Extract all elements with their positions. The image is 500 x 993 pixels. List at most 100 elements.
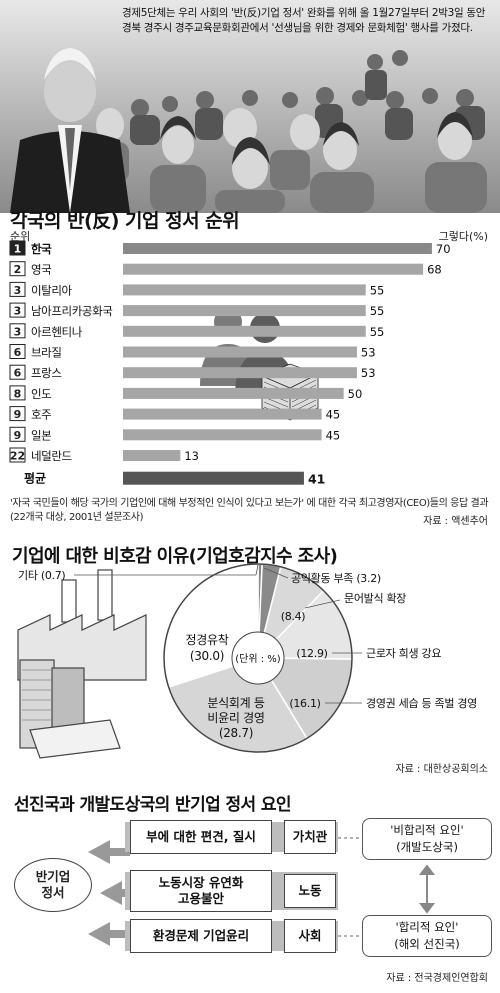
- rank-badge: [9, 261, 26, 277]
- pie-value-expansion: (8.4): [281, 610, 306, 623]
- category-box-2: 노동: [284, 874, 336, 908]
- pie-label-other: 기타 (0.7): [18, 569, 65, 582]
- bar-value-label: 13: [184, 449, 199, 463]
- average-value-label: 41: [308, 472, 325, 487]
- country-label: 한국: [31, 242, 52, 256]
- bar-value-label: 45: [326, 428, 341, 442]
- diagram-source: 자료 : 전국경제인연합회: [386, 973, 488, 984]
- country-label: 남아프리카공화국: [31, 304, 112, 318]
- country-label: 프랑스: [31, 366, 62, 380]
- category-box-3: 사회: [284, 919, 336, 953]
- rational-sub: (해외 선진국): [394, 937, 460, 951]
- factory-icon: [17, 569, 147, 759]
- bar: [123, 450, 181, 461]
- bar-chart: 1 한국 70 2 영국 68 3 이탈리아 55 3 남아프리카공화국 55 3 아르헨티나 55 6 브라질…: [9, 240, 451, 487]
- rational-title: '합리적 요인': [395, 920, 459, 934]
- average-label: 평균: [24, 472, 46, 486]
- rank-badge: [9, 364, 26, 380]
- pie-value-family: (16.1): [289, 697, 320, 710]
- rank-badge: [9, 240, 26, 256]
- rank-number: 6: [14, 346, 22, 359]
- pie-unit-label: (단위 : %): [235, 652, 281, 665]
- rank-badge: [9, 302, 26, 318]
- gray-arrows: [88, 840, 130, 946]
- rational-factor-box: '합리적 요인' (해외 선진국): [362, 915, 492, 957]
- bar: [123, 325, 366, 337]
- rank-number: 3: [14, 284, 22, 297]
- pie-label-labor: 근로자 희생 강요: [366, 647, 441, 660]
- bar: [123, 387, 344, 399]
- pie-label-family: 경영권 세습 등 족벌 경영: [366, 697, 477, 710]
- bar: [123, 263, 424, 275]
- center-line-2: 정서: [41, 885, 65, 900]
- pie-label-accounting-1: 분식회계 등: [207, 696, 264, 710]
- news-photo: 경제5단체는 우리 사회의 '반(反)기업 정서' 완화를 위해 올 1월27일…: [0, 0, 500, 213]
- bar: [123, 305, 366, 317]
- bar-chart-note: '자국 국민들이 해당 국가의 기업인에 대해 부정적인 인식이 있다고 보는가…: [10, 498, 489, 523]
- pie-label-accounting-2: 비윤리 경영: [207, 711, 264, 725]
- pie-chart-title: 기업에 대한 비호감 이유(기업호감지수 조사): [12, 546, 338, 567]
- center-node: 반기업 정서: [14, 858, 92, 912]
- bar-value-label: 53: [361, 366, 376, 380]
- bar-unit-label: 그렇다(%): [438, 230, 488, 243]
- dashed-connectors: [338, 837, 362, 937]
- double-arrow-icon: [419, 864, 435, 914]
- rank-number: 1: [14, 243, 22, 256]
- country-label: 네덜란드: [31, 449, 72, 463]
- bar: [123, 243, 432, 254]
- rank-badge: [9, 426, 26, 442]
- rank-number: 6: [14, 367, 22, 380]
- country-label: 아르헨티나: [31, 325, 83, 339]
- crowd-illustration: [0, 0, 500, 213]
- rank-badge: [9, 344, 26, 359]
- bar: [123, 284, 366, 296]
- rank-badge: [9, 447, 26, 463]
- factor-box-3: 환경문제 기업윤리: [130, 919, 272, 953]
- country-label: 영국: [31, 263, 51, 277]
- pie-chart-source: 자료 : 대한상공회의소: [395, 764, 488, 775]
- rank-badge: [9, 281, 26, 297]
- bar-value-label: 53: [361, 346, 376, 360]
- bar-chart-title: 각국의 반(反) 기업 정서 순위: [10, 210, 240, 232]
- rank-column-label: 순위: [10, 230, 31, 243]
- diagram-arrows: [88, 837, 435, 946]
- bar-value-label: 55: [370, 283, 385, 297]
- bar-value-label: 50: [348, 387, 363, 401]
- country-label: 호주: [31, 408, 51, 422]
- bar-value-label: 68: [427, 263, 442, 277]
- rank-number: 3: [14, 305, 22, 318]
- pie-value-labor: (12.9): [296, 647, 327, 660]
- rank-badge: [9, 406, 26, 422]
- irrational-factor-box: '비합리적 요인' (개발도상국): [362, 818, 492, 860]
- factor-box-1: 부에 대한 편견, 질시: [130, 820, 272, 854]
- bar: [123, 429, 322, 441]
- rank-badge: [9, 323, 26, 339]
- rank-badge: [9, 385, 26, 401]
- rank-number: 9: [14, 408, 22, 421]
- rank-number: 22: [10, 450, 25, 463]
- average-bar: [123, 471, 304, 485]
- pie-label-public: 공익활동 부족 (3.2): [291, 571, 381, 585]
- country-label: 브라질: [31, 346, 62, 360]
- pie-label-expansion: 문어발식 확장: [344, 592, 406, 605]
- photo-caption: 경제5단체는 우리 사회의 '반(反)기업 정서' 완화를 위해 올 1월27일…: [122, 7, 486, 34]
- irrational-title: '비합리적 요인': [390, 823, 464, 837]
- country-label: 이탈리아: [31, 283, 73, 297]
- bar-value-label: 55: [370, 304, 385, 318]
- rank-number: 3: [14, 325, 22, 338]
- pie-chart: (단위 : %) 기타 (0.7) 공익활동 부족 (3.2) (8.4) 문어발식 확…: [17, 563, 477, 759]
- diagram-title: 선진국과 개발도상국의 반기업 정서 요인: [14, 795, 292, 815]
- country-label: 일본: [31, 428, 51, 442]
- bar: [123, 367, 357, 379]
- irrational-sub: (개발도상국): [396, 840, 458, 854]
- bar-value-label: 45: [326, 408, 341, 422]
- pie-label-collusion: 정경유착: [186, 633, 229, 647]
- bar-value-label: 55: [370, 325, 385, 339]
- country-label: 인도: [31, 387, 51, 401]
- pie-value-accounting: (28.7): [219, 726, 253, 740]
- center-line-1: 반기업: [35, 869, 71, 884]
- rank-number: 2: [14, 263, 22, 276]
- bar: [123, 408, 322, 420]
- factor-box-2: 노동시장 유연화 고용불안: [130, 870, 272, 912]
- bar-value-label: 70: [436, 242, 451, 256]
